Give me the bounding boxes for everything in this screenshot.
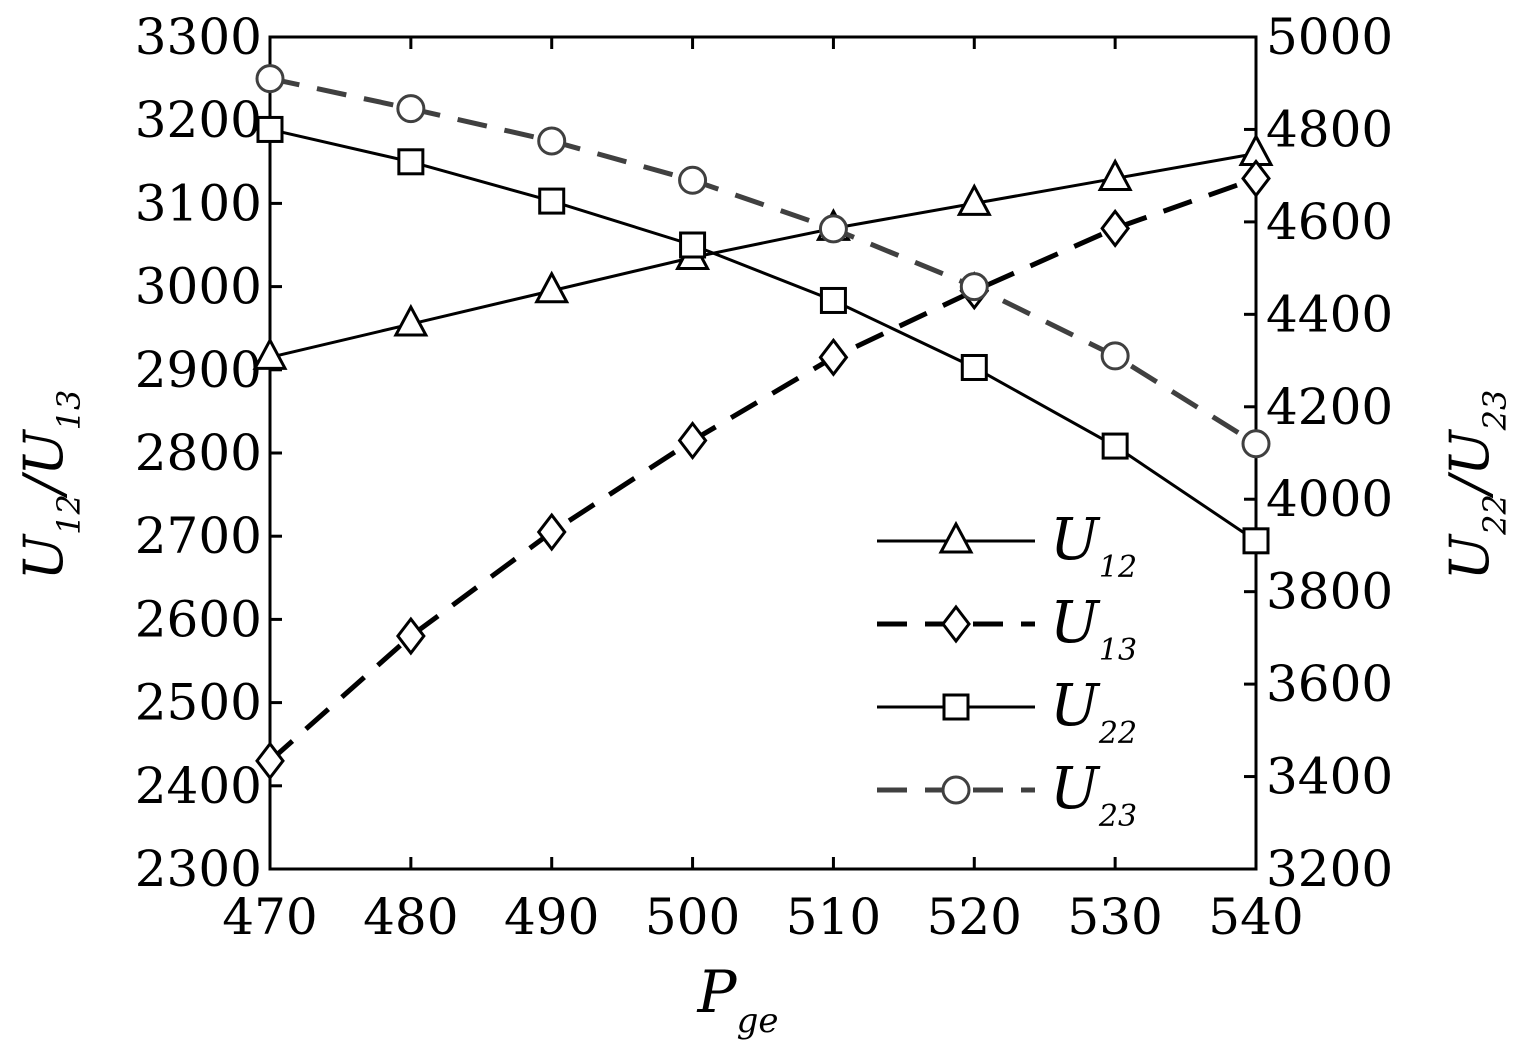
left-y-tick-label: 2900 <box>135 341 262 399</box>
circle-marker <box>1241 429 1271 459</box>
triangle-marker <box>393 303 429 337</box>
right-y-tick-label: 4600 <box>1266 193 1393 251</box>
diamond-marker <box>1241 158 1271 198</box>
diamond-marker <box>395 616 426 656</box>
circle-marker <box>678 165 708 195</box>
triangle-marker <box>534 270 570 304</box>
triangle-marker <box>1097 158 1133 191</box>
square-marker <box>1101 432 1129 460</box>
series-line <box>268 176 1257 763</box>
legend-diamond-marker <box>941 604 971 644</box>
series-line <box>269 152 1257 359</box>
left-y-tick-label: 2300 <box>135 840 262 898</box>
left-y-tick-label: 2700 <box>135 507 262 565</box>
series-U23 <box>255 64 1271 459</box>
diamond-marker <box>536 512 567 552</box>
legend-triangle-marker <box>938 520 974 554</box>
legend-circle-marker <box>941 775 971 805</box>
x-tick-label: 510 <box>786 888 881 946</box>
series-line <box>269 76 1258 446</box>
left-y-tick-label: 2600 <box>135 590 262 648</box>
circle-marker <box>255 64 285 94</box>
square-marker <box>538 187 566 215</box>
right-y-tick-label: 5000 <box>1266 8 1393 66</box>
x-tick-label: 480 <box>363 888 458 946</box>
x-tick-label: 540 <box>1208 888 1303 946</box>
left-y-axis-label: U12/U13 <box>12 390 88 581</box>
series-layer <box>252 64 1274 781</box>
left-y-tick-label: 2400 <box>135 757 262 815</box>
left-y-tick-label: 2800 <box>135 424 262 482</box>
circle-marker <box>537 126 567 156</box>
right-y-axis: 3200 3400 3600 3800 4000 4200 4400 4600 4800 5000 <box>1244 8 1393 898</box>
square-marker <box>1242 527 1270 555</box>
x-tick-label: 500 <box>645 888 740 946</box>
series-U13 <box>255 158 1271 781</box>
legend-label: U22 <box>1050 671 1137 751</box>
right-y-tick-label: 3400 <box>1266 748 1393 806</box>
x-tick-label: 490 <box>504 888 599 946</box>
right-y-tick-label: 3200 <box>1266 840 1393 898</box>
triangle-marker <box>252 337 288 370</box>
diamond-marker <box>1100 208 1131 248</box>
square-marker <box>819 286 847 314</box>
legend-label: U23 <box>1050 754 1137 834</box>
x-axis: 470 480 490 500 510 520 530 540 <box>222 37 1304 946</box>
right-y-tick-label: 4800 <box>1266 100 1393 158</box>
x-axis-label: Pge <box>697 958 779 1041</box>
diamond-marker <box>255 741 285 781</box>
square-marker <box>397 148 425 176</box>
left-y-tick-label: 3200 <box>135 91 262 149</box>
left-y-axis: 2300 2400 2500 2600 2700 2800 2900 3000 3100 3200… <box>135 8 282 898</box>
circle-marker <box>818 214 848 244</box>
right-y-tick-label: 3600 <box>1266 655 1393 713</box>
series-line <box>269 127 1257 543</box>
x-tick-label: 530 <box>1067 888 1162 946</box>
diamond-marker <box>677 421 708 460</box>
x-tick-label: 520 <box>927 888 1022 946</box>
circle-marker <box>1100 341 1130 371</box>
legend-label: U13 <box>1050 588 1137 668</box>
square-marker <box>256 115 284 143</box>
left-y-tick-label: 3100 <box>135 174 262 232</box>
x-tick-label: 470 <box>222 888 317 946</box>
right-y-tick-label: 3800 <box>1266 563 1393 621</box>
left-y-tick-label: 3300 <box>135 8 262 66</box>
triangle-marker <box>956 183 992 216</box>
circle-marker <box>959 272 989 302</box>
legend-label: U12 <box>1050 505 1137 585</box>
square-marker <box>679 231 707 259</box>
right-y-tick-label: 4400 <box>1266 285 1393 343</box>
legend-square-marker <box>942 693 970 721</box>
right-y-tick-label: 4200 <box>1266 378 1393 436</box>
right-y-tick-label: 4000 <box>1266 470 1393 528</box>
diamond-marker <box>818 337 849 377</box>
circle-marker <box>396 94 426 124</box>
right-y-axis-label: U22/U23 <box>1438 390 1514 581</box>
left-y-tick-label: 3000 <box>135 258 262 316</box>
series-U22 <box>256 115 1270 555</box>
left-y-tick-label: 2500 <box>135 674 262 732</box>
square-marker <box>960 353 988 381</box>
